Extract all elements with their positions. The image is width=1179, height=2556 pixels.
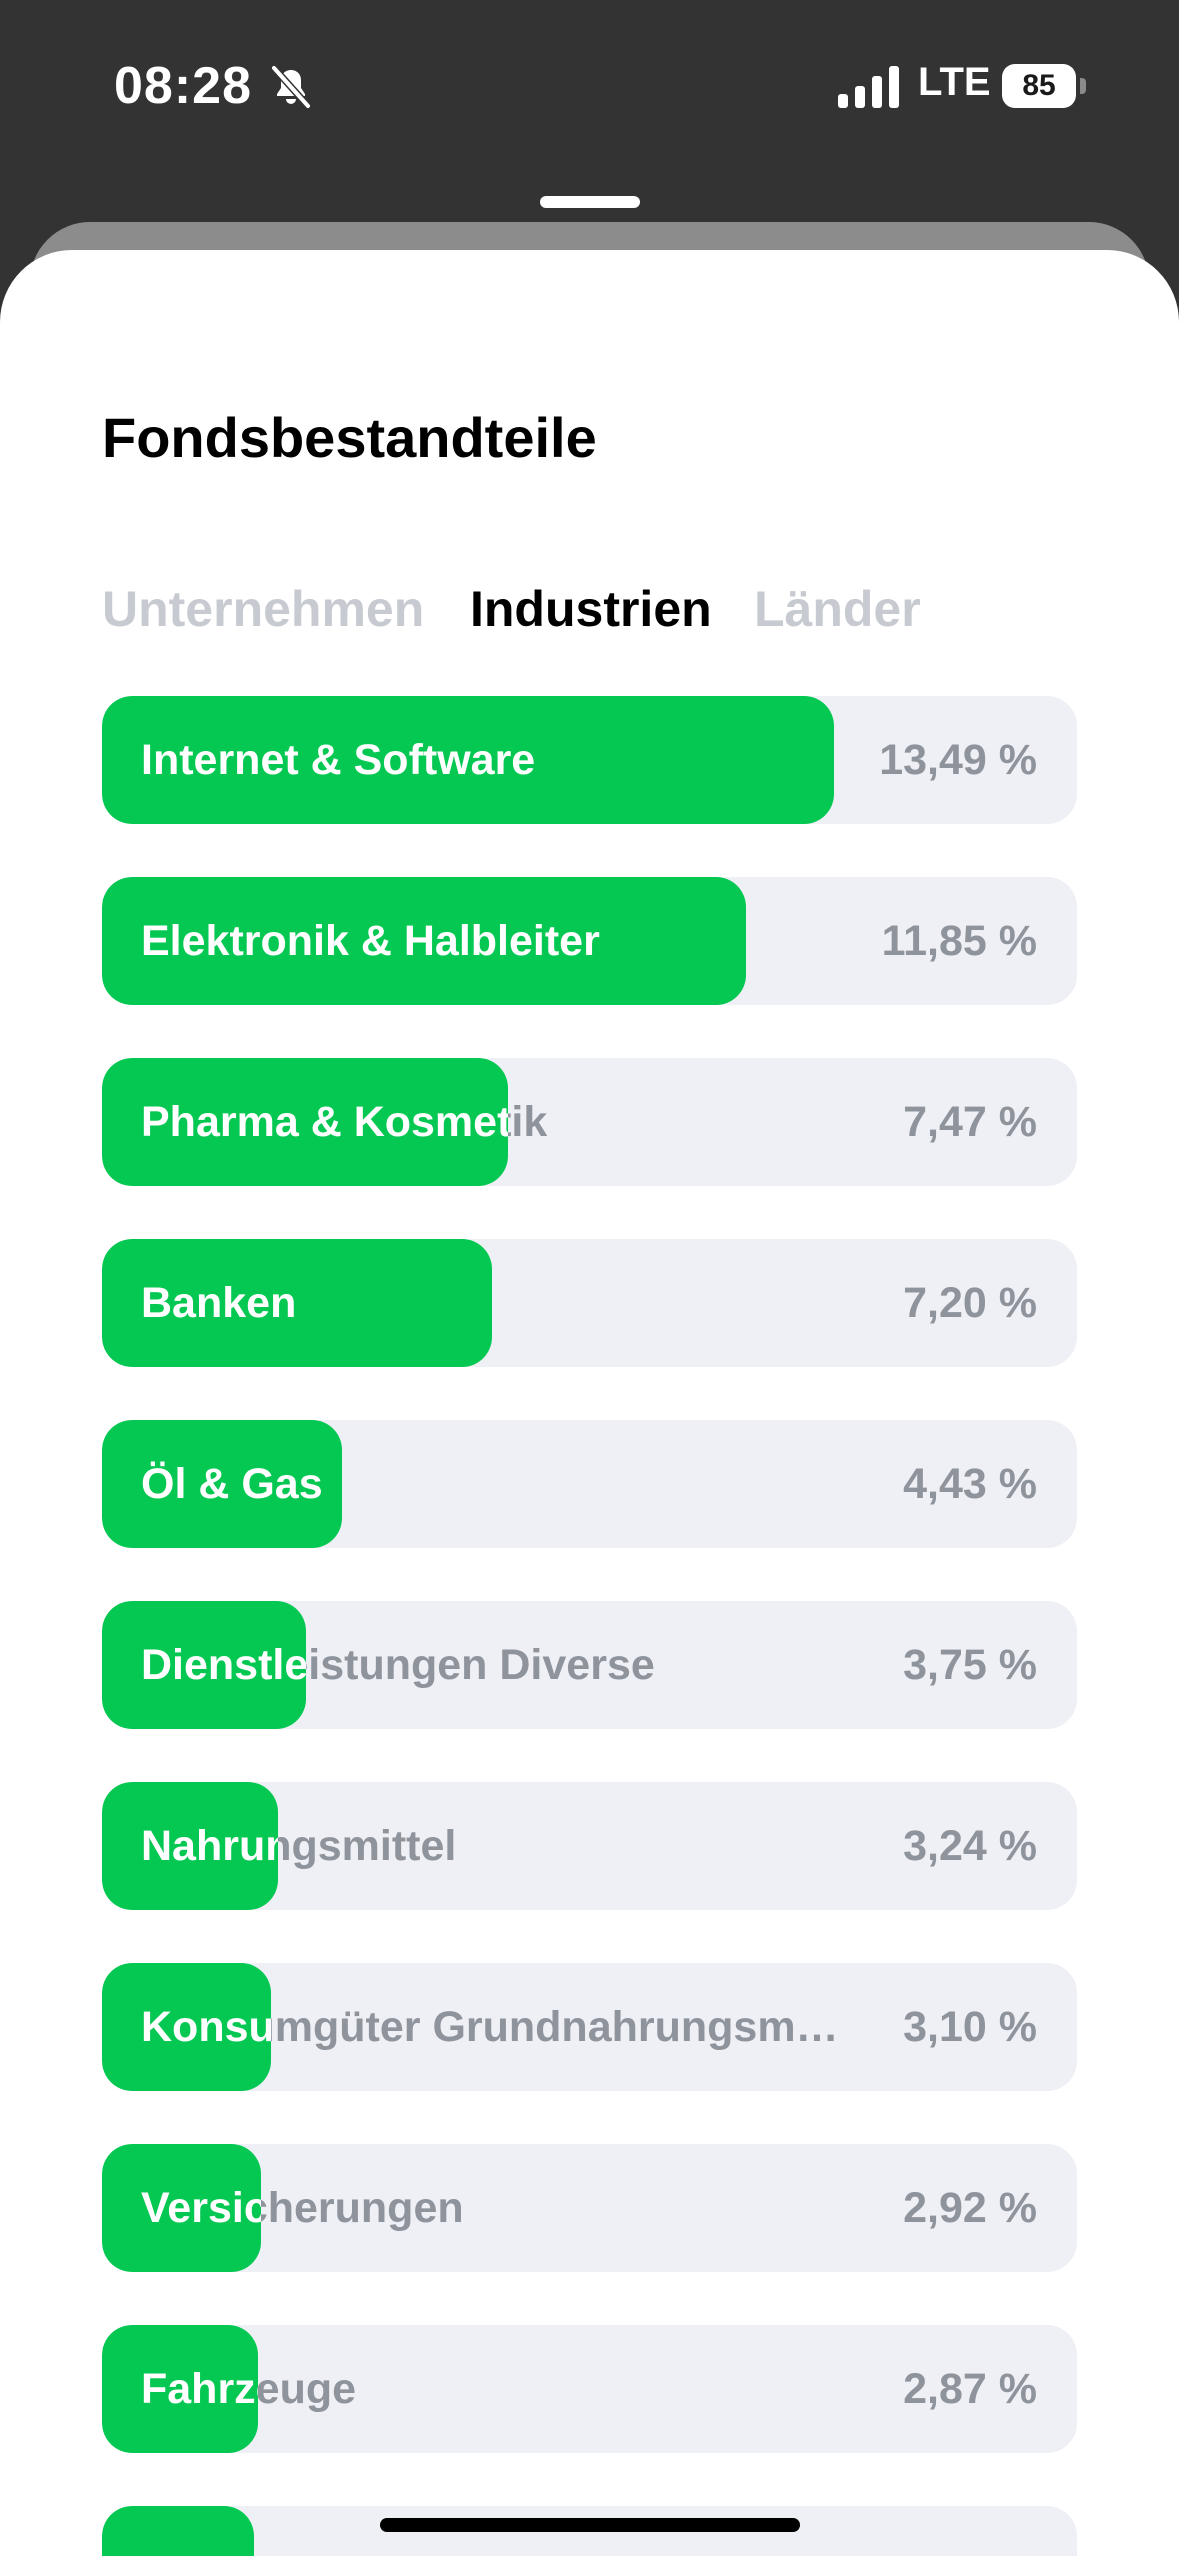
sheet-grabber[interactable] [540, 196, 640, 208]
industry-row[interactable]: Elektronik & HalbleiterElektronik & Halb… [102, 877, 1077, 1005]
weight-bar [102, 1420, 342, 1548]
weight-bar-label-overlay: Öl & Gas [102, 1420, 342, 1548]
battery-nub [1080, 78, 1086, 94]
industry-row[interactable]: Konsumgüter Grundnahrungsm…Konsumgüter G… [102, 1963, 1077, 2091]
sheet-title: Fondsbestandteile [102, 406, 597, 469]
network-type: LTE [918, 60, 991, 104]
industry-label-highlight: Versicherungen [141, 2184, 261, 2232]
industry-row[interactable]: Internet & SoftwareInternet & Software13… [102, 696, 1077, 824]
bell-off-icon [270, 64, 312, 110]
weight-bar [102, 1782, 278, 1910]
industry-row[interactable] [102, 2506, 1077, 2556]
industry-weight: 7,47 % [903, 1098, 1037, 1146]
industry-label-highlight: Internet & Software [141, 736, 536, 784]
industry-weight: 11,85 % [881, 917, 1037, 965]
industry-label-highlight: Banken [141, 1279, 297, 1327]
weight-bar [102, 2144, 261, 2272]
industry-row[interactable]: Dienstleistungen DiverseDienstleistungen… [102, 1601, 1077, 1729]
weight-bar-label-overlay: Pharma & Kosmetik [102, 1058, 508, 1186]
industry-label-highlight: Konsumgüter Grundnahrungsm… [141, 2003, 271, 2051]
holdings-sheet: Fondsbestandteile Unternehmen Industrien… [0, 250, 1179, 2556]
industry-row[interactable]: NahrungsmittelNahrungsmittel3,24 % [102, 1782, 1077, 1910]
weight-bar [102, 2506, 254, 2556]
weight-bar [102, 877, 746, 1005]
industry-label-highlight: Fahrzeuge [141, 2365, 258, 2413]
industry-label-highlight: Dienstleistungen Diverse [141, 1641, 306, 1689]
weight-bar-label-overlay: Nahrungsmittel [102, 1782, 278, 1910]
weight-bar-label-overlay: Fahrzeuge [102, 2325, 258, 2453]
status-bar: 08:28 LTE 85 [0, 0, 1179, 180]
tab-industrien[interactable]: Industrien [470, 581, 712, 637]
industry-label-highlight: Nahrungsmittel [141, 1822, 278, 1870]
tab-laender[interactable]: Länder [754, 581, 921, 637]
industry-weight: 4,43 % [903, 1460, 1037, 1508]
weight-bar [102, 1058, 508, 1186]
industry-label-highlight: Öl & Gas [141, 1460, 323, 1508]
weight-bar [102, 1963, 271, 2091]
industry-row[interactable]: FahrzeugeFahrzeuge2,87 % [102, 2325, 1077, 2453]
weight-bar-label-overlay: Versicherungen [102, 2144, 261, 2272]
signal-icon [838, 66, 899, 108]
industry-label-highlight: Elektronik & Halbleiter [141, 917, 600, 965]
home-indicator[interactable] [380, 2518, 800, 2532]
weight-bar [102, 2325, 258, 2453]
industry-label-highlight: Pharma & Kosmetik [141, 1098, 508, 1146]
weight-bar-label-overlay: Konsumgüter Grundnahrungsm… [102, 1963, 271, 2091]
industry-weight: 13,49 % [879, 736, 1037, 784]
industry-row[interactable]: BankenBanken7,20 % [102, 1239, 1077, 1367]
weight-bar [102, 1601, 306, 1729]
status-time: 08:28 [114, 57, 252, 115]
industry-weight: 2,92 % [903, 2184, 1037, 2232]
battery-icon: 85 [1002, 64, 1088, 108]
battery-level: 85 [1002, 64, 1076, 108]
weight-bar-label-overlay: Banken [102, 1239, 492, 1367]
weight-bar-label-overlay: Elektronik & Halbleiter [102, 877, 746, 1005]
weight-bar-label-overlay: Internet & Software [102, 696, 834, 824]
weight-bar-label-overlay [102, 2506, 254, 2556]
industry-row[interactable]: VersicherungenVersicherungen2,92 % [102, 2144, 1077, 2272]
tab-unternehmen[interactable]: Unternehmen [102, 581, 425, 637]
weight-bar-label-overlay: Dienstleistungen Diverse [102, 1601, 306, 1729]
industry-weight: 3,10 % [903, 2003, 1037, 2051]
industry-weight: 3,75 % [903, 1641, 1037, 1689]
weight-bar [102, 1239, 492, 1367]
industry-weight: 3,24 % [903, 1822, 1037, 1870]
weight-bar [102, 696, 834, 824]
industry-weight: 7,20 % [903, 1279, 1037, 1327]
industry-weight: 2,87 % [903, 2365, 1037, 2413]
